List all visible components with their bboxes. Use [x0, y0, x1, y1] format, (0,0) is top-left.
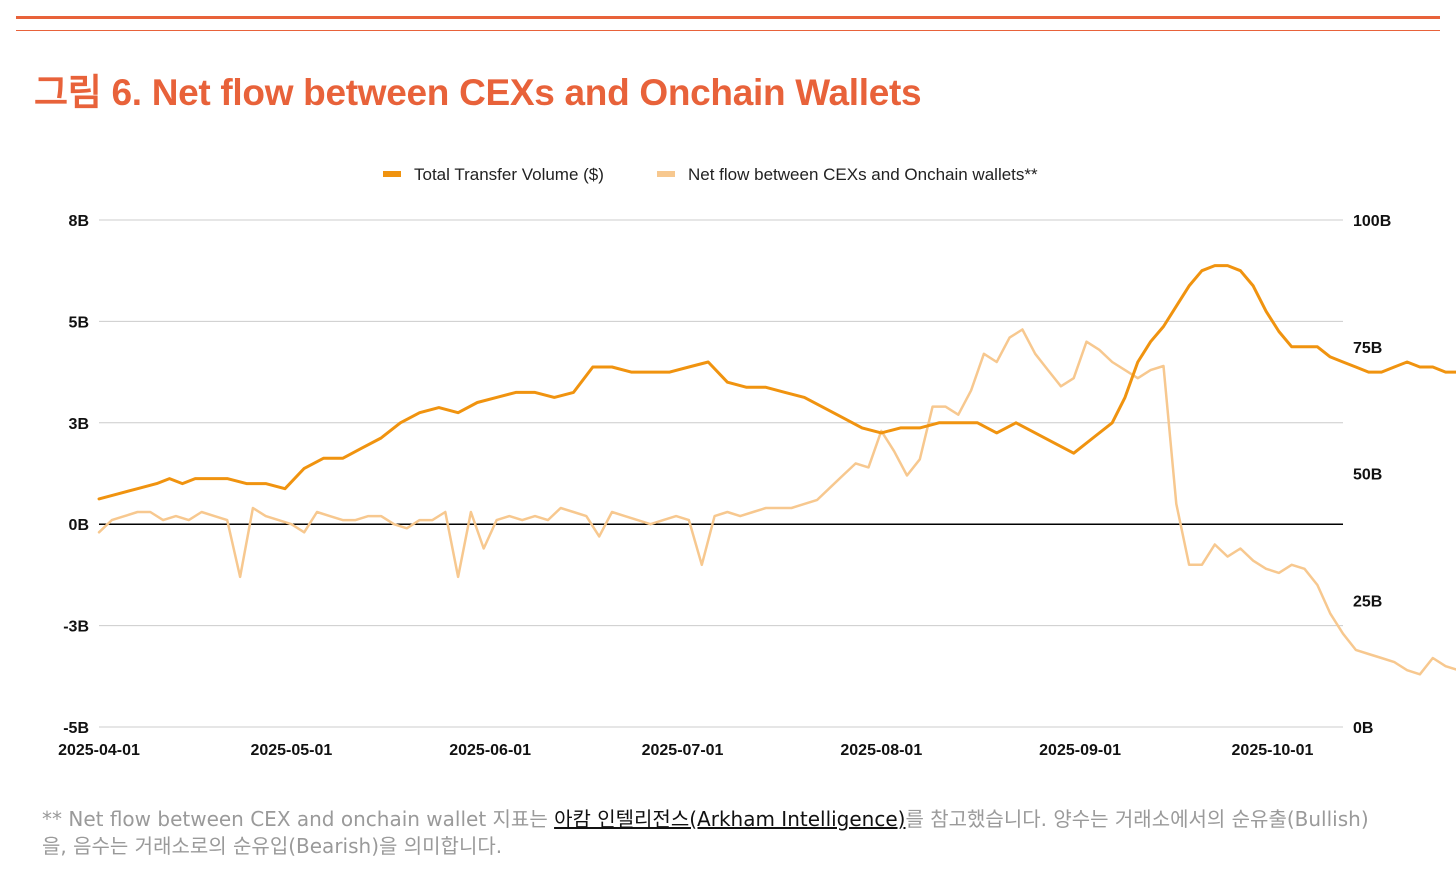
x-tick-label: 2025-09-01: [1039, 742, 1121, 759]
x-tick-label: 2025-10-01: [1232, 742, 1314, 759]
footnote-prefix: ** Net flow between CEX and onchain wall…: [42, 807, 555, 831]
left-tick-label: 0B: [69, 517, 89, 534]
right-tick-label: 75B: [1353, 340, 1382, 357]
x-tick-label: 2025-04-01: [58, 742, 140, 759]
footnote: ** Net flow between CEX and onchain wall…: [42, 806, 1382, 860]
chart: Total Transfer Volume ($) Net flow betwee…: [58, 165, 1456, 759]
footnote-suffix: 를 참고했습니다. 양수는 거래소에서의 순유출(Bullish)을, 음수는 …: [42, 807, 1369, 858]
top-rule-thin: [16, 30, 1440, 31]
top-rule: [16, 16, 1440, 19]
x-axis: 2025-04-01 2025-05-01 2025-06-01 2025-07-01…: [58, 742, 1313, 759]
x-tick-label: 2025-07-01: [642, 742, 724, 759]
figure-title: 그림 6. Net flow between CEXs and Onchain …: [34, 72, 922, 113]
left-tick-label: 5B: [69, 314, 89, 331]
legend-label-1: Total Transfer Volume ($): [414, 165, 604, 184]
series-net-flow: [97, 328, 1456, 676]
left-tick-label: 8B: [69, 213, 89, 230]
left-tick-label: -3B: [63, 619, 89, 636]
legend-swatch-1: [383, 171, 401, 177]
legend: Total Transfer Volume ($) Net flow betwee…: [383, 165, 1038, 184]
left-axis: 8B 5B 3B 0B -3B -5B: [63, 213, 89, 737]
x-tick-label: 2025-08-01: [840, 742, 922, 759]
right-tick-label: 0B: [1353, 720, 1373, 737]
right-tick-label: 100B: [1353, 213, 1391, 230]
arkham-link[interactable]: 아캄 인텔리전스(Arkham Intelligence): [554, 807, 906, 831]
grid-lines: [99, 219, 1343, 728]
left-tick-label: 3B: [69, 416, 89, 433]
legend-label-2: Net flow between CEXs and Onchain wallet…: [688, 165, 1038, 184]
left-tick-label: -5B: [63, 720, 89, 737]
right-axis: 100B 75B 50B 25B 0B: [1353, 213, 1391, 737]
series-layer: [97, 264, 1456, 676]
x-tick-label: 2025-05-01: [250, 742, 332, 759]
legend-swatch-2: [657, 171, 675, 177]
series-total-transfer-volume: [97, 264, 1456, 501]
right-tick-label: 50B: [1353, 467, 1382, 484]
right-tick-label: 25B: [1353, 593, 1382, 610]
x-tick-label: 2025-06-01: [449, 742, 531, 759]
